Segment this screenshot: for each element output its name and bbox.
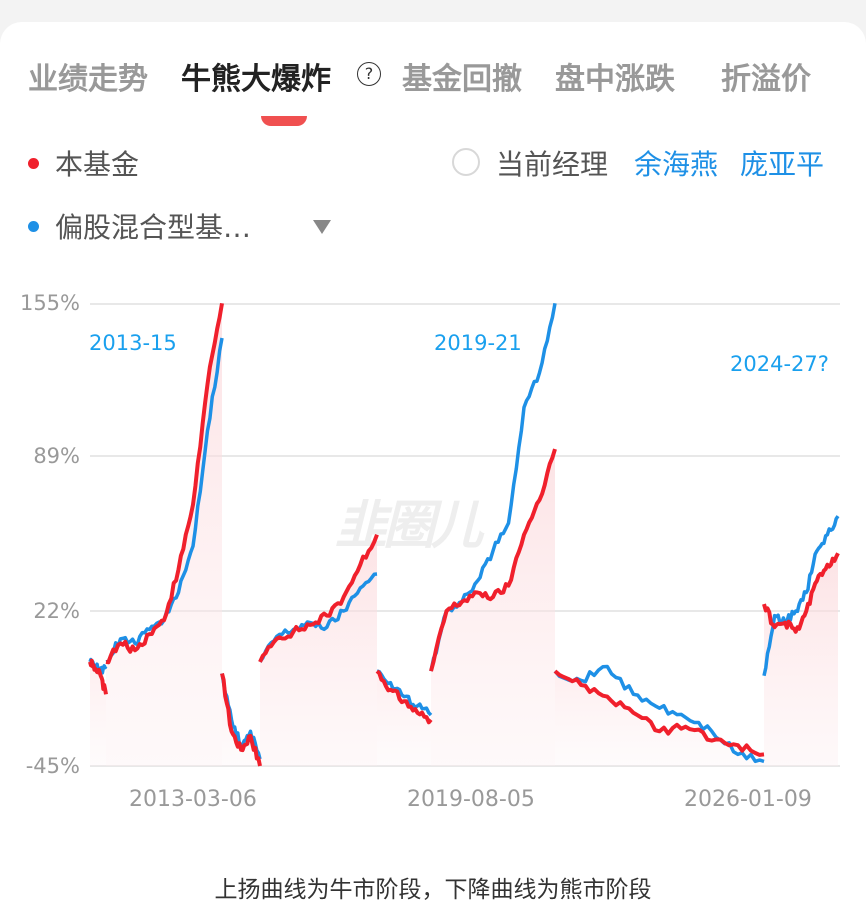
benchmark-legend-dot [28,221,39,232]
x-tick-2026: 2026-01-09 [684,787,812,812]
tab-intraday-change[interactable]: 盘中涨跌 [555,62,675,97]
phase-fills [90,303,838,766]
chart-footnote: 上扬曲线为牛市阶段，下降曲线为熊市阶段 [214,877,652,903]
benchmark-dropdown-caret-icon[interactable] [313,220,331,234]
y-tick-89: 89% [33,444,80,468]
y-tick-22: 22% [33,599,80,623]
active-tab-indicator [261,116,307,126]
current-manager-label: 当前经理 [496,148,609,181]
tab-performance-trend[interactable]: 业绩走势 [28,62,148,97]
y-tick-neg45: -45% [25,754,80,778]
fund-legend-label: 本基金 [55,148,140,181]
help-icon[interactable]: ? [357,62,381,86]
annotation-2024-27: 2024-27? [730,352,829,376]
manager-link-1[interactable]: 余海燕 [634,148,719,181]
x-tick-2019: 2019-08-05 [407,787,535,812]
x-tick-2013: 2013-03-06 [129,787,257,812]
tab-bull-bear[interactable]: 牛熊大爆炸 [181,62,331,97]
tab-bar: 业绩走势 牛熊大爆炸 ? 基金回撤 盘中涨跌 折溢价 [0,36,866,126]
watermark-logo: 韭圈儿 [335,496,483,556]
fund-series [88,302,840,767]
manager-link-2[interactable]: 庞亚平 [740,148,825,181]
current-manager-radio[interactable] [452,148,480,176]
tab-premium-discount[interactable]: 折溢价 [721,62,811,97]
y-tick-155: 155% [19,291,80,315]
annotation-2019-21: 2019-21 [434,331,522,355]
tab-drawdown[interactable]: 基金回撤 [402,62,522,97]
annotation-2013-15: 2013-15 [89,331,177,355]
benchmark-legend-label[interactable]: 偏股混合型基… [55,211,252,244]
fund-legend-dot [28,158,39,169]
